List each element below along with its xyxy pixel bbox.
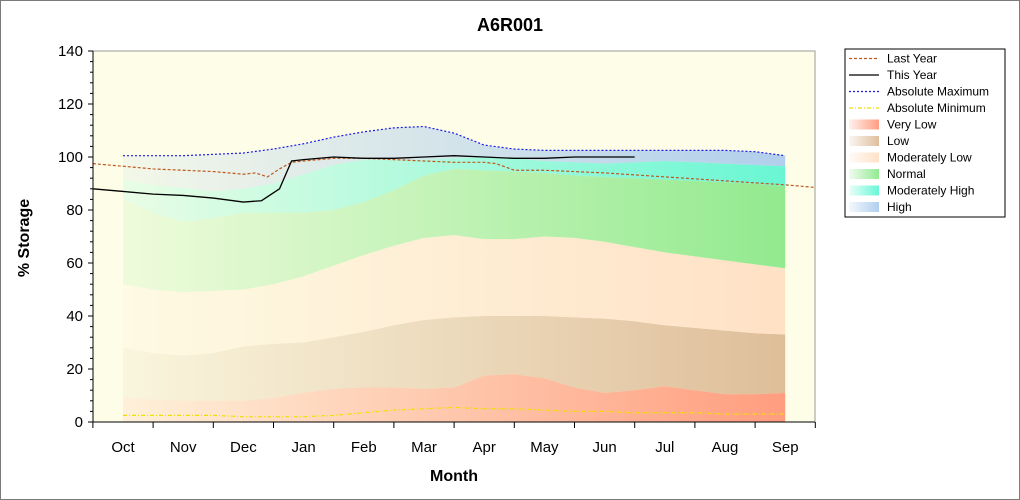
- legend-label-normal: Normal: [887, 167, 926, 181]
- legend-swatch-low: [849, 136, 879, 146]
- x-tick-label: Oct: [111, 439, 135, 456]
- legend-label-very-low: Very Low: [887, 118, 937, 132]
- y-tick-label: 100: [58, 149, 83, 166]
- x-tick-label: May: [530, 439, 559, 456]
- line-layer: [92, 125, 816, 418]
- x-tick-label: Feb: [351, 439, 377, 456]
- legend-label-absolute-maximum: Absolute Maximum: [887, 85, 989, 99]
- x-tick-label: Sep: [772, 439, 799, 456]
- x-tick-label: Jul: [655, 439, 674, 456]
- band-high: [123, 126, 786, 192]
- x-axis-title: Month: [430, 468, 478, 485]
- y-tick-label: 80: [66, 202, 83, 219]
- band-very-low: [123, 374, 786, 422]
- legend-label-absolute-minimum: Absolute Minimum: [887, 101, 986, 115]
- y-axis-title: % Storage: [16, 199, 33, 277]
- band-layer: [123, 126, 786, 422]
- y-tick-label: 0: [75, 414, 83, 431]
- chart-title: A6R001: [477, 15, 543, 35]
- x-tick-label: Aug: [712, 439, 739, 456]
- x-tick-label: Jun: [593, 439, 617, 456]
- legend-label-this-year: This Year: [887, 68, 937, 82]
- y-tick-label: 40: [66, 308, 83, 325]
- legend-swatch-very-low: [849, 119, 879, 130]
- axes-layer: 0 20 40 60 80 100 120 140 Oct Nov Dec Jan Feb Mar Apr M…: [58, 43, 816, 456]
- legend-swatch-high: [849, 202, 879, 212]
- y-tick-label: 20: [66, 361, 83, 378]
- band-moderately-low: [123, 235, 786, 356]
- x-tick-label: Jan: [292, 439, 316, 456]
- y-tick-label: 140: [58, 43, 83, 60]
- legend-swatch-moderately-low: [849, 152, 879, 163]
- band-low: [123, 316, 786, 401]
- y-tick-label: 60: [66, 255, 83, 272]
- x-tick-label: Mar: [411, 439, 437, 456]
- line-absolute-maximum: [123, 125, 786, 157]
- legend-label-last-year: Last Year: [887, 52, 937, 66]
- legend-label-low: Low: [887, 134, 909, 148]
- legend-swatch-normal: [849, 169, 879, 179]
- band-normal: [123, 168, 786, 293]
- legend-swatch-moderately-high: [849, 185, 879, 196]
- band-moderately-high: [123, 157, 786, 222]
- y-tick-label: 120: [58, 96, 83, 113]
- line-absolute-minimum: [123, 406, 786, 418]
- x-tick-label: Nov: [170, 439, 197, 456]
- legend-label-moderately-high: Moderately High: [887, 184, 974, 198]
- x-tick-label: Apr: [473, 439, 496, 456]
- x-tick-label: Dec: [230, 439, 257, 456]
- legend-label-moderately-low: Moderately Low: [887, 151, 972, 165]
- legend-label-high: High: [887, 200, 912, 214]
- legend: Last Year This Year Absolute Maximum Absolu…: [844, 48, 1006, 218]
- line-this-year: [92, 155, 635, 203]
